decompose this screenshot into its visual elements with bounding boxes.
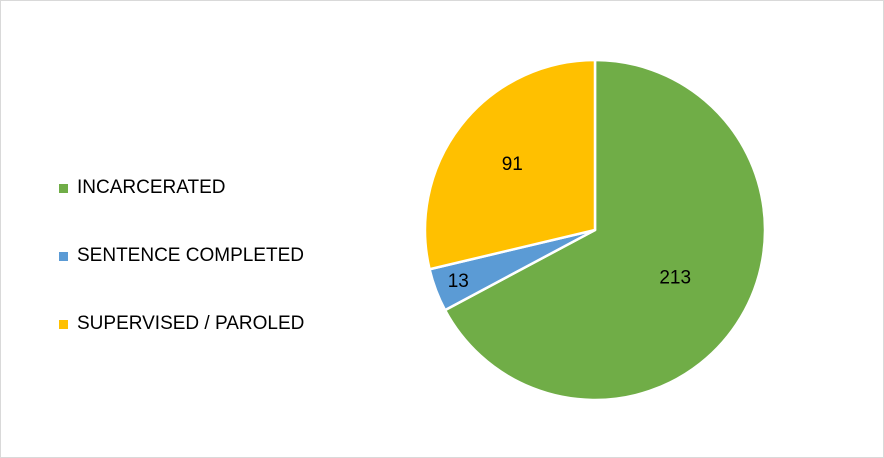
legend-swatch-supervised-paroled xyxy=(59,320,68,329)
pie-slice-incarcerated xyxy=(443,58,767,402)
legend-swatch-sentence-completed xyxy=(59,252,68,261)
data-label-supervised-paroled: 91 xyxy=(502,154,523,175)
data-label-sentence-completed: 13 xyxy=(448,271,469,292)
legend-swatch-incarcerated xyxy=(59,184,68,193)
legend-label-supervised-paroled: SUPERVISED / PAROLED xyxy=(77,313,305,334)
legend-label-incarcerated: INCARCERATED xyxy=(77,177,226,198)
legend-label-sentence-completed: SENTENCE COMPLETED xyxy=(77,245,304,266)
data-label-incarcerated: 213 xyxy=(659,268,691,289)
pie-slice-supervised-paroled xyxy=(423,58,597,271)
